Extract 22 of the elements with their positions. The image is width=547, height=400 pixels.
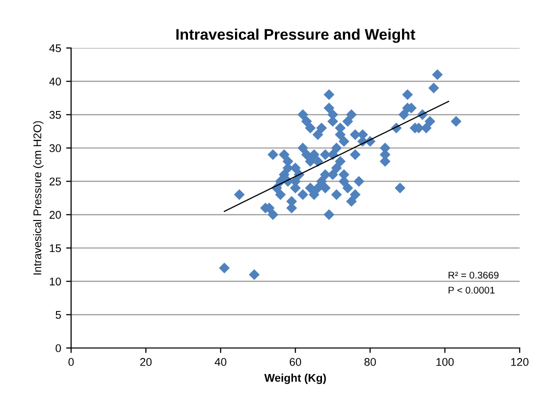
y-tick-label: 0 [56,344,61,352]
annotation: P < 0.0001 [448,286,495,294]
x-tick-label: 0 [68,358,74,366]
y-tick-label: 5 [56,311,61,319]
y-tick-label: 25 [50,178,61,186]
y-tick-label: 15 [50,244,61,252]
x-tick-label: 60 [290,358,302,366]
y-axis-title: Intravesical Pressure (cm H2O) [33,121,44,274]
x-axis-title: Weight (Kg) [264,374,326,384]
y-tick-label: 30 [49,144,61,152]
x-tick-label: 20 [140,358,152,366]
x-tick-label: 120 [511,358,528,366]
x-tick-label: 100 [436,358,454,366]
y-tick-label: 35 [49,110,61,119]
y-tick-label: 20 [50,210,61,219]
x-tick-label: 80 [364,358,376,366]
chart-title: Intravesical Pressure and Weight [176,28,416,43]
y-tick-label: 45 [49,44,61,52]
annotation: R² = 0.3669 [448,272,498,279]
y-tick-label: 10 [50,278,61,286]
y-tick-label: 40 [49,78,61,86]
x-tick-label: 40 [214,358,226,366]
